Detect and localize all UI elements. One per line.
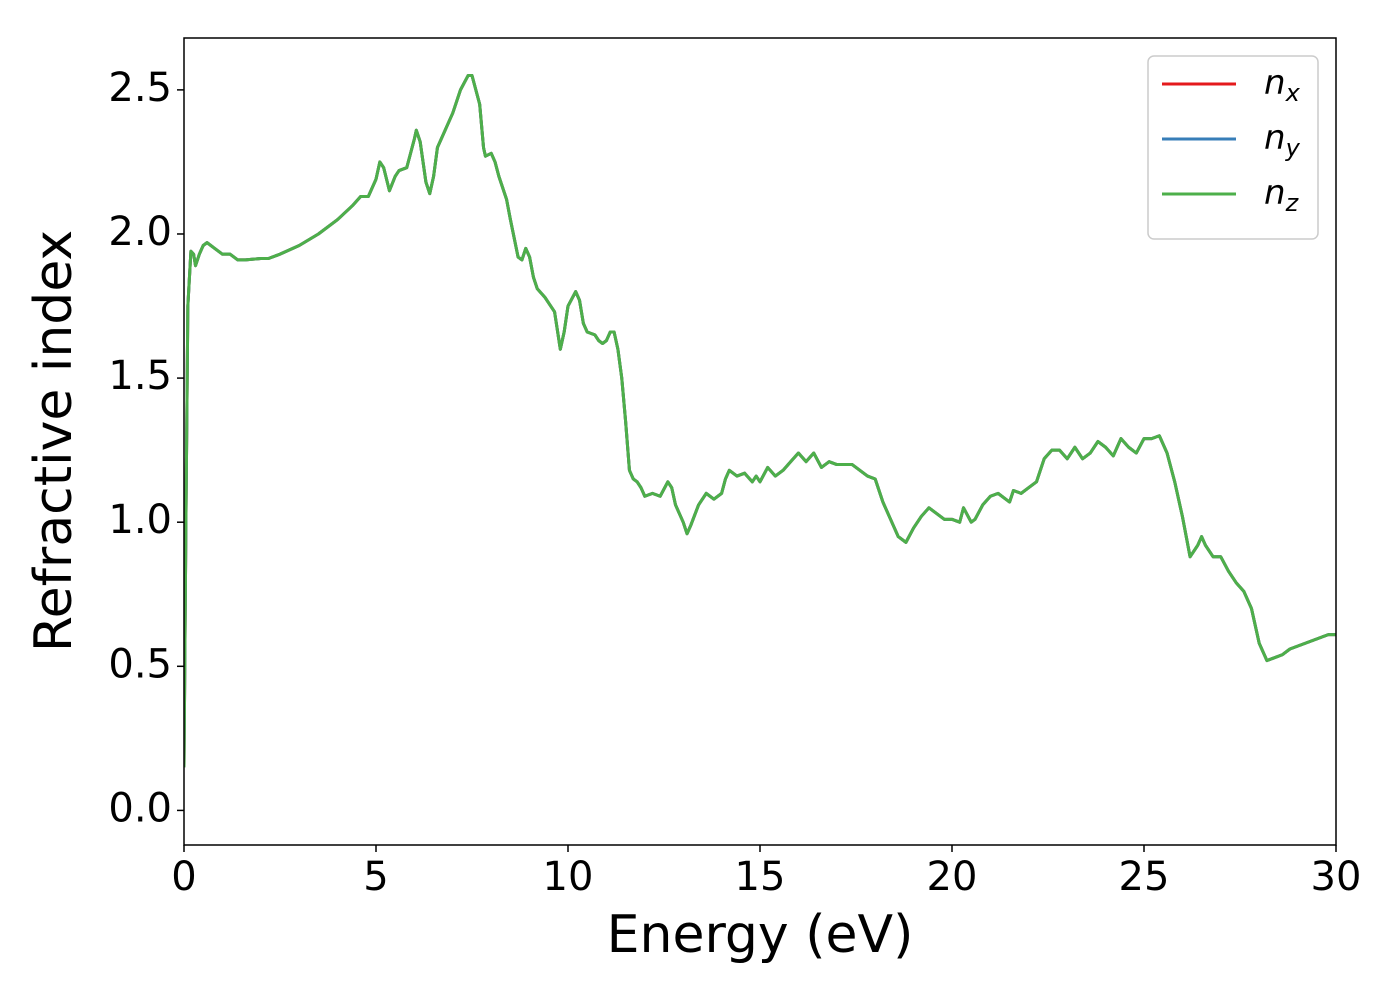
x-tick-label: 20	[927, 854, 978, 900]
y-tick-label: 0.0	[108, 785, 172, 831]
x-tick-label: 30	[1311, 854, 1362, 900]
x-tick-label: 0	[171, 854, 196, 900]
y-axis-label: Refractive index	[24, 230, 84, 652]
y-tick-label: 0.5	[108, 641, 172, 687]
data-line	[184, 73, 1336, 768]
x-tick-label: 15	[735, 854, 786, 900]
x-axis-label: Energy (eV)	[607, 905, 914, 965]
plot-frame	[183, 37, 1337, 846]
y-tick-label: 2.0	[108, 209, 172, 255]
y-tick-label: 2.5	[108, 65, 172, 111]
legend-label: ny	[1264, 118, 1301, 163]
x-tick-label: 10	[543, 854, 594, 900]
legend-label: nx	[1264, 63, 1301, 108]
legend-label: nz	[1264, 173, 1300, 218]
y-tick-label: 1.0	[108, 497, 172, 543]
x-tick-label: 25	[1119, 854, 1170, 900]
x-tick-label: 5	[363, 854, 388, 900]
y-tick-label: 1.5	[108, 353, 172, 399]
